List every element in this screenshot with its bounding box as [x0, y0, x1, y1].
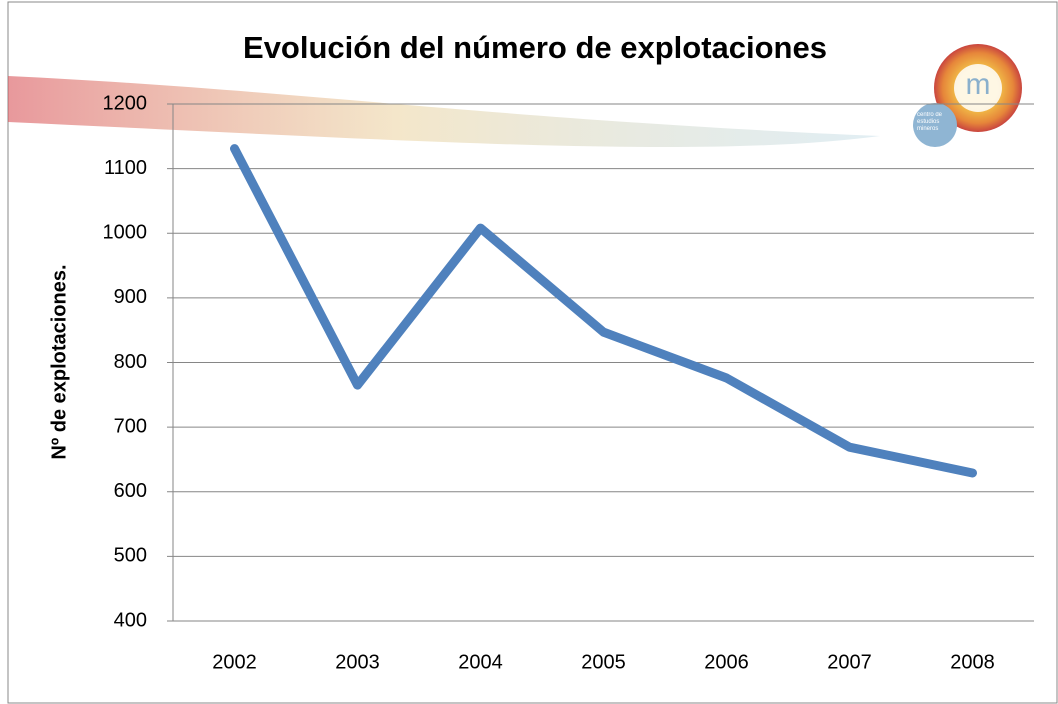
y-axis-label: Nº de explotaciones.	[48, 264, 70, 459]
y-tick-label: 600	[114, 480, 147, 502]
x-tick-label: 2005	[581, 651, 626, 673]
y-tick-label: 500	[114, 545, 147, 567]
logo-mark: m	[966, 68, 991, 101]
y-tick-label: 1100	[104, 157, 147, 179]
logo-center	[954, 64, 1002, 112]
frame	[7, 1, 1058, 704]
logo-text-box: centro de estudios mineros	[917, 112, 943, 132]
x-tick-label: 2008	[950, 651, 995, 673]
y-tick-label: 1000	[103, 222, 148, 244]
x-tick-label: 2004	[458, 651, 503, 673]
data-line	[230, 144, 977, 478]
y-tick-label: 400	[114, 609, 147, 631]
logo-text: centro de estudios mineros	[917, 112, 943, 132]
y-tick-label: 900	[114, 286, 147, 308]
logo-badge	[913, 103, 957, 147]
decoration	[8, 76, 880, 148]
x-tick-label: 2003	[335, 651, 380, 673]
y-tick-label: 800	[114, 351, 147, 373]
y-tick-label: 1200	[103, 92, 148, 114]
x-tick-label: 2007	[827, 651, 872, 673]
chart-title: Evolución del número de explotaciones	[243, 30, 827, 65]
x-tick-label: 2002	[212, 651, 257, 673]
x-tick-label: 2006	[704, 651, 749, 673]
y-tick-label: 700	[114, 415, 147, 437]
